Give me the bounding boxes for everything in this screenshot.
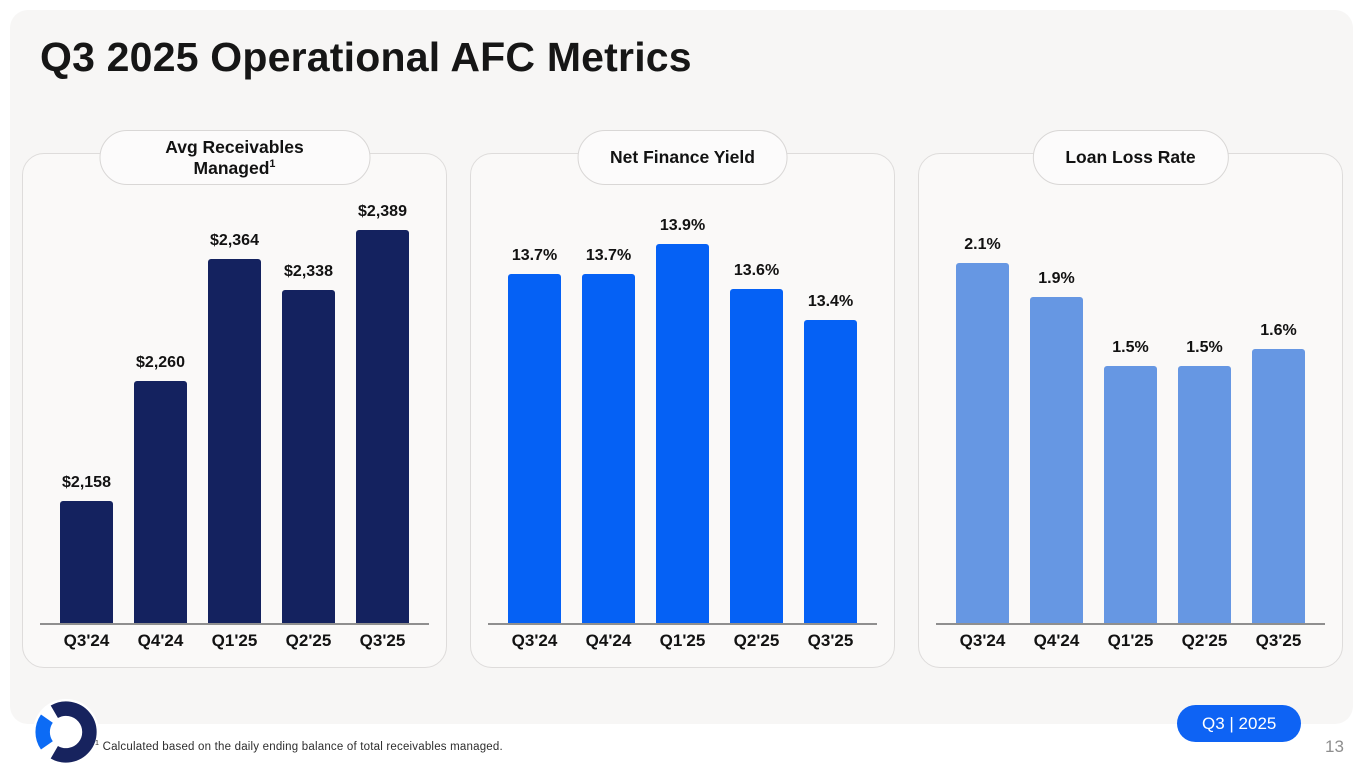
bar-column: 2.1% xyxy=(946,236,1020,623)
category-label: Q1'25 xyxy=(659,631,706,650)
chart-title: Loan Loss Rate xyxy=(1065,147,1196,168)
bar-column: 13.7% xyxy=(498,247,572,623)
bar-column: 13.6% xyxy=(720,262,794,623)
category-label: Q2'25 xyxy=(1181,631,1228,650)
category-label: Q4'24 xyxy=(137,631,184,650)
chart-title-pill: Avg Receivables Managed1 xyxy=(99,130,370,185)
bar-column: 1.5% xyxy=(1094,339,1168,623)
chart-panel-avg-receivables: Avg Receivables Managed1 $2,158 $2,260 $2,… xyxy=(22,130,447,678)
chart-card: 13.7% 13.7% 13.9% 13.6% 13.4% Q3'24 Q4'24 Q1'2… xyxy=(470,153,895,668)
bar xyxy=(582,274,635,623)
bar xyxy=(1030,297,1083,623)
page-number: 13 xyxy=(1325,737,1344,756)
category-label: Q3'25 xyxy=(359,631,406,650)
bar-value-label: 1.5% xyxy=(1112,339,1149,356)
category-row: Q3'24 Q4'24 Q1'25 Q2'25 Q3'25 xyxy=(23,631,446,651)
category-label: Q3'25 xyxy=(807,631,854,650)
bar-value-label: $2,338 xyxy=(284,263,333,280)
chart-panel-loan-loss-rate: Loan Loss Rate 2.1% 1.9% 1.5% 1.5% 1.6% Q3'2… xyxy=(918,130,1343,678)
bar-value-label: 13.7% xyxy=(511,247,558,264)
bar xyxy=(1252,349,1305,623)
category-row: Q3'24 Q4'24 Q1'25 Q2'25 Q3'25 xyxy=(471,631,894,651)
bar xyxy=(208,259,261,623)
chart-card: $2,158 $2,260 $2,364 $2,338 $2,389 Q3'24 Q4'2… xyxy=(22,153,447,668)
bar xyxy=(356,230,409,623)
plot-area: 2.1% 1.9% 1.5% 1.5% 1.6% xyxy=(919,154,1342,623)
bar-value-label: 1.6% xyxy=(1260,322,1297,339)
category-label: Q2'25 xyxy=(733,631,780,650)
chart-title-pill: Loan Loss Rate xyxy=(1032,130,1229,185)
bar xyxy=(1178,366,1231,623)
category-label: Q3'24 xyxy=(63,631,110,650)
category-label: Q4'24 xyxy=(1033,631,1080,650)
chart-panel-net-finance-yield: Net Finance Yield 13.7% 13.7% 13.9% 13.6% 13… xyxy=(470,130,895,678)
bar-column: 13.7% xyxy=(572,247,646,623)
title-superscript: 1 xyxy=(269,157,276,170)
bar-value-label: 13.4% xyxy=(807,293,854,310)
bar-column: 1.6% xyxy=(1242,322,1316,623)
category-label: Q1'25 xyxy=(211,631,258,650)
page-title: Q3 2025 Operational AFC Metrics xyxy=(40,34,692,80)
category-label: Q3'24 xyxy=(959,631,1006,650)
bar-column: 13.9% xyxy=(646,217,720,623)
bar-value-label: $2,364 xyxy=(210,232,259,249)
chart-card: 2.1% 1.9% 1.5% 1.5% 1.6% Q3'24 Q4'24 Q1'25 Q2'2… xyxy=(918,153,1343,668)
footnote: 1 Calculated based on the daily ending b… xyxy=(95,739,503,753)
quarter-badge: Q3 | 2025 xyxy=(1177,705,1302,742)
bar-value-label: 1.5% xyxy=(1186,339,1223,356)
plot-area: $2,158 $2,260 $2,364 $2,338 $2,389 xyxy=(23,154,446,623)
slide-background: Q3 2025 Operational AFC Metrics Avg Rece… xyxy=(10,10,1353,724)
bar-value-label: $2,260 xyxy=(136,354,185,371)
x-axis-line xyxy=(936,623,1325,625)
bar-column: 1.9% xyxy=(1020,270,1094,623)
bar-value-label: 1.9% xyxy=(1038,270,1075,287)
bar xyxy=(956,263,1009,623)
category-label: Q2'25 xyxy=(285,631,332,650)
bar-column: $2,364 xyxy=(198,232,272,623)
bar xyxy=(730,289,783,623)
x-axis-line xyxy=(40,623,429,625)
ring-logo-icon xyxy=(33,699,99,765)
chart-title: Avg Receivables Managed1 xyxy=(165,136,304,178)
bar-value-label: 13.6% xyxy=(733,262,780,279)
bar xyxy=(60,501,113,623)
bar xyxy=(804,320,857,623)
bar xyxy=(134,381,187,623)
bar-column: $2,389 xyxy=(346,203,420,623)
bar-value-label: 13.9% xyxy=(659,217,706,234)
category-label: Q1'25 xyxy=(1107,631,1154,650)
category-label: Q3'24 xyxy=(511,631,558,650)
x-axis-line xyxy=(488,623,877,625)
chart-title: Net Finance Yield xyxy=(610,147,755,168)
bar-value-label: $2,389 xyxy=(358,203,407,220)
bar-column: $2,338 xyxy=(272,263,346,623)
category-label: Q4'24 xyxy=(585,631,632,650)
bar-column: $2,260 xyxy=(124,354,198,623)
bar-column: $2,158 xyxy=(50,474,124,623)
bar-value-label: 13.7% xyxy=(585,247,632,264)
bar-column: 1.5% xyxy=(1168,339,1242,623)
footnote-superscript: 1 xyxy=(95,739,100,747)
bar-value-label: $2,158 xyxy=(62,474,111,491)
bar-column: 13.4% xyxy=(794,293,868,623)
bar xyxy=(656,244,709,623)
bar-value-label: 2.1% xyxy=(964,236,1001,253)
bar xyxy=(508,274,561,623)
bar xyxy=(1104,366,1157,623)
category-label: Q3'25 xyxy=(1255,631,1302,650)
plot-area: 13.7% 13.7% 13.9% 13.6% 13.4% xyxy=(471,154,894,623)
category-row: Q3'24 Q4'24 Q1'25 Q2'25 Q3'25 xyxy=(919,631,1342,651)
bar xyxy=(282,290,335,623)
chart-title-pill: Net Finance Yield xyxy=(577,130,788,185)
